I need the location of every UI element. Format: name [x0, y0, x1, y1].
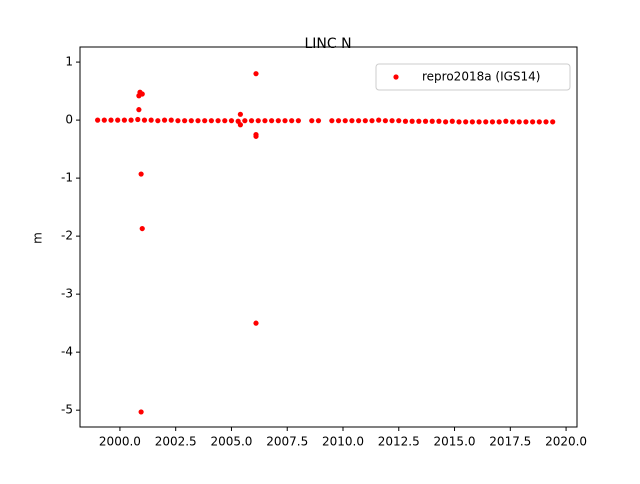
x-tick-label: 2002.5	[155, 435, 197, 449]
point	[295, 118, 301, 124]
point	[516, 119, 522, 125]
point	[543, 119, 549, 125]
x-tick-label: 2015.0	[434, 435, 476, 449]
point	[115, 117, 121, 123]
point	[138, 171, 144, 177]
point	[422, 118, 429, 124]
point	[237, 122, 243, 128]
point	[396, 118, 402, 124]
chart-title: LINC N	[304, 36, 351, 52]
point	[496, 119, 502, 125]
point	[416, 118, 422, 124]
point	[342, 118, 348, 124]
point	[253, 133, 259, 139]
point	[253, 320, 259, 326]
point	[309, 118, 315, 124]
point	[503, 118, 509, 124]
point	[128, 117, 134, 123]
point	[215, 118, 221, 124]
legend-box	[375, 63, 571, 91]
point	[436, 118, 442, 124]
point	[523, 119, 529, 125]
legend-marker	[393, 74, 399, 80]
point	[483, 119, 489, 125]
point	[289, 118, 295, 124]
y-tick-label: -4	[61, 345, 73, 359]
point	[382, 118, 388, 124]
x-tick-label: 2007.5	[266, 435, 308, 449]
point	[222, 118, 228, 124]
x-tick-label: 2020.0	[545, 435, 587, 449]
point	[449, 118, 455, 124]
point	[237, 111, 243, 117]
x-tick-label: 2012.5	[378, 435, 420, 449]
point	[182, 118, 188, 124]
y-tick-label: -2	[61, 229, 73, 243]
point	[121, 117, 127, 123]
point	[148, 117, 154, 123]
point	[248, 118, 255, 124]
point	[456, 119, 462, 125]
y-axis-label: m	[31, 232, 45, 244]
point	[429, 118, 435, 124]
y-tick-label: -5	[61, 403, 73, 417]
point	[489, 119, 496, 125]
point	[101, 117, 107, 123]
point	[362, 118, 368, 124]
point	[376, 117, 382, 123]
point	[175, 118, 181, 124]
point	[476, 119, 482, 125]
point	[409, 118, 415, 124]
point	[168, 117, 174, 123]
point	[136, 93, 142, 99]
point	[402, 118, 409, 124]
point	[135, 116, 141, 123]
point	[155, 118, 161, 124]
point	[242, 118, 248, 124]
plot-frame	[79, 46, 578, 428]
point	[509, 119, 516, 125]
y-tick-label: -1	[61, 171, 73, 185]
y-tick-label: 1	[65, 55, 73, 69]
point	[550, 119, 556, 125]
point	[356, 118, 362, 124]
point	[141, 117, 148, 123]
point	[269, 118, 275, 124]
point	[136, 107, 142, 113]
point	[108, 117, 114, 123]
x-tick-label: 2000.0	[99, 435, 141, 449]
point	[195, 118, 201, 124]
y-tick-label: 0	[65, 113, 73, 127]
legend-label: repro2018a (IGS14)	[422, 70, 540, 84]
point	[161, 117, 168, 123]
point	[253, 71, 259, 77]
point	[530, 119, 536, 125]
x-tick-label: 2010.0	[322, 435, 364, 449]
point	[138, 409, 144, 415]
point	[443, 119, 449, 125]
point	[188, 118, 194, 124]
point	[335, 118, 342, 124]
point	[349, 118, 355, 124]
point	[262, 118, 268, 124]
point	[275, 118, 281, 124]
point	[469, 119, 475, 125]
x-tick-label: 2005.0	[210, 435, 252, 449]
point	[139, 225, 145, 232]
point	[389, 118, 395, 124]
point	[255, 118, 261, 124]
point	[228, 118, 235, 124]
point	[536, 119, 542, 125]
point	[95, 117, 101, 123]
point	[282, 118, 288, 124]
point	[463, 119, 469, 125]
point	[315, 118, 322, 124]
y-tick-label: -3	[61, 287, 73, 301]
point	[202, 118, 208, 124]
point	[369, 118, 375, 124]
point	[208, 118, 214, 124]
x-tick-label: 2017.5	[489, 435, 531, 449]
point	[329, 118, 335, 124]
